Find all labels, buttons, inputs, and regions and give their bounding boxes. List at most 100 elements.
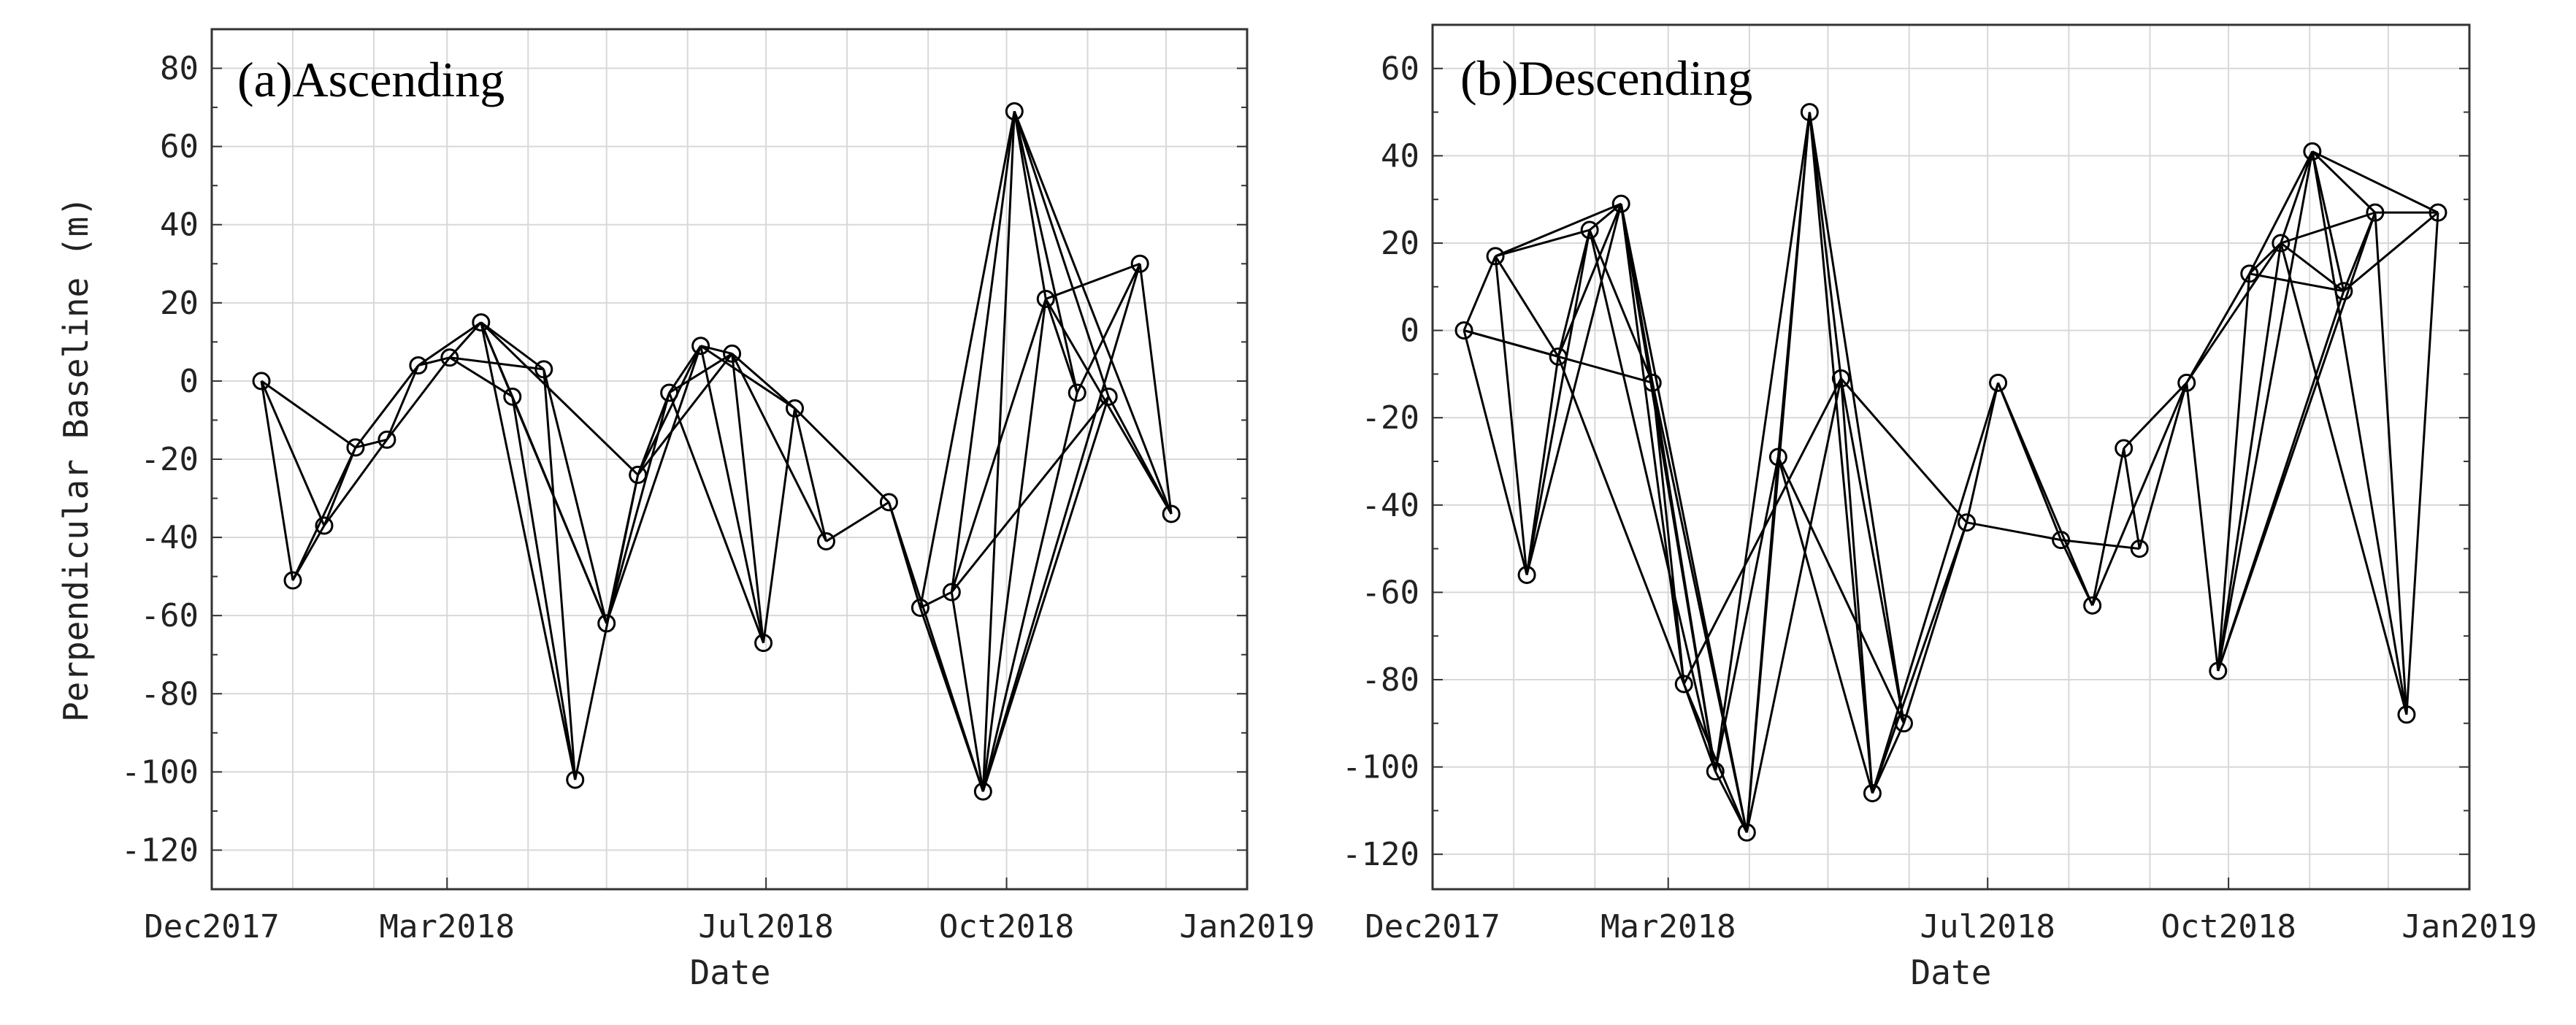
- y-tick-label: -80: [1362, 661, 1419, 699]
- y-tick-label: -120: [1342, 836, 1419, 873]
- interferogram-pair-line: [2342, 211, 2439, 292]
- interferogram-pair-line: [354, 364, 420, 448]
- y-tick-label: -60: [1362, 574, 1419, 611]
- x-tick-label: Mar2018: [380, 908, 515, 945]
- interferogram-pair-line: [386, 356, 451, 441]
- interferogram-pair-line: [1013, 110, 1110, 397]
- acquisition-point: [1162, 504, 1181, 523]
- interferogram-pair-line: [1840, 377, 1968, 523]
- interferogram-pair-line: [2217, 212, 2377, 672]
- interferogram-pair-line: [1776, 112, 1811, 458]
- acquisition-point: [2130, 540, 2149, 558]
- interferogram-pair-line: [637, 345, 702, 476]
- interferogram-pair-line: [699, 345, 796, 410]
- interferogram-pair-line: [699, 345, 765, 643]
- y-tick-label: -100: [1342, 749, 1419, 786]
- interferogram-pair-line: [2342, 212, 2377, 292]
- interferogram-pair-line: [1871, 522, 1968, 794]
- interferogram-pair-line: [1525, 229, 1591, 575]
- x-tick-label: Jan2019: [2401, 908, 2537, 945]
- interferogram-pair-line: [605, 475, 640, 624]
- plot-frame: [1431, 23, 2471, 891]
- interferogram-pair-line: [1839, 378, 1874, 794]
- y-tick-label: -60: [141, 597, 199, 634]
- interferogram-pair-line: [1557, 356, 1685, 685]
- acquisition-point: [2366, 203, 2385, 222]
- interferogram-pair-line: [1588, 229, 1654, 383]
- acquisition-point: [691, 337, 710, 356]
- interferogram-pair-line: [668, 345, 702, 394]
- interferogram-pair-line: [2280, 211, 2376, 245]
- acquisition-point: [2334, 282, 2353, 301]
- acquisition-point: [973, 782, 992, 801]
- interferogram-pair-line: [981, 111, 1016, 792]
- interferogram-pair-line: [480, 321, 639, 476]
- interferogram-pair-line: [2311, 150, 2376, 214]
- interferogram-pair-line: [1525, 203, 1622, 575]
- acquisition-point: [2272, 234, 2291, 253]
- y-tick-label: -120: [121, 832, 199, 869]
- acquisition-point: [1549, 347, 1568, 366]
- acquisition-point: [723, 344, 742, 363]
- interferogram-pair-line: [2091, 448, 2125, 606]
- interferogram-pair-line: [637, 353, 733, 476]
- y-tick-label: 0: [1400, 312, 1420, 350]
- interferogram-pair-line: [2280, 150, 2314, 244]
- y-tick-label: 60: [160, 128, 199, 166]
- interferogram-pair-line: [323, 447, 357, 526]
- interferogram-pair-line: [1808, 112, 1842, 379]
- interferogram-pair-line: [981, 392, 1078, 792]
- interferogram-pair-line: [1494, 256, 1528, 575]
- acquisition-point: [942, 583, 961, 602]
- interferogram-pair-line: [981, 396, 1110, 792]
- acquisition-point: [1863, 783, 1882, 802]
- acquisition-point: [1894, 714, 1913, 733]
- interferogram-pair-line: [2185, 273, 2251, 384]
- interferogram-pair-line: [1557, 229, 1591, 357]
- interferogram-pair-line: [1013, 110, 1173, 515]
- interferogram-pair-line: [794, 407, 890, 503]
- y-tick-label: 80: [160, 50, 199, 88]
- y-tick-label: 20: [1381, 225, 1419, 262]
- y-tick-label: 20: [160, 285, 199, 322]
- interferogram-pair-line: [2312, 150, 2439, 214]
- acquisition-point: [1454, 321, 1473, 340]
- interferogram-pair-line: [355, 438, 388, 449]
- interferogram-pair-line: [2060, 539, 2093, 606]
- acquisition-point: [2303, 142, 2322, 161]
- interferogram-pair-line: [1966, 521, 2061, 542]
- acquisition-point: [1036, 289, 1055, 308]
- acquisition-point: [1517, 565, 1536, 584]
- interferogram-pair-line: [1044, 298, 1173, 515]
- interferogram-pair-line: [2405, 212, 2439, 715]
- interferogram-pair-line: [2249, 272, 2345, 293]
- y-tick-label: -20: [1362, 399, 1419, 437]
- acquisition-point: [2240, 264, 2259, 283]
- interferogram-pair-line: [2138, 382, 2188, 549]
- x-tick-label: Oct2018: [2161, 908, 2296, 945]
- interferogram-pair-line: [1045, 262, 1141, 300]
- acquisition-point: [1643, 373, 1662, 392]
- interferogram-pair-line: [1808, 112, 1874, 794]
- acquisition-point: [879, 493, 898, 512]
- interferogram-pair-line: [2185, 242, 2282, 384]
- interferogram-pair-line: [2217, 242, 2282, 672]
- acquisition-point: [283, 571, 302, 590]
- acquisition-point: [1674, 675, 1693, 694]
- acquisition-point: [1958, 513, 1977, 532]
- interferogram-pair-line: [1871, 723, 1905, 794]
- interferogram-pair-line: [731, 353, 796, 410]
- y-tick-label: -80: [141, 675, 199, 713]
- interferogram-pair-line: [1138, 264, 1173, 515]
- interferogram-pair-line: [1463, 256, 1497, 331]
- acquisition-point: [1706, 762, 1725, 781]
- acquisition-point: [377, 430, 396, 449]
- acquisition-point: [315, 516, 334, 535]
- interferogram-pair-line: [1839, 378, 1905, 724]
- interferogram-pair-line: [2311, 151, 2345, 292]
- y-tick-label: 40: [1381, 137, 1419, 174]
- acquisition-point: [2177, 373, 2196, 392]
- acquisition-point: [2115, 439, 2134, 458]
- acquisition-point: [440, 348, 459, 367]
- panel-descending: 60 40 20 0 -20 -40 -60 -80 -100 -120 Dec2017 Mar201…: [1342, 23, 2537, 992]
